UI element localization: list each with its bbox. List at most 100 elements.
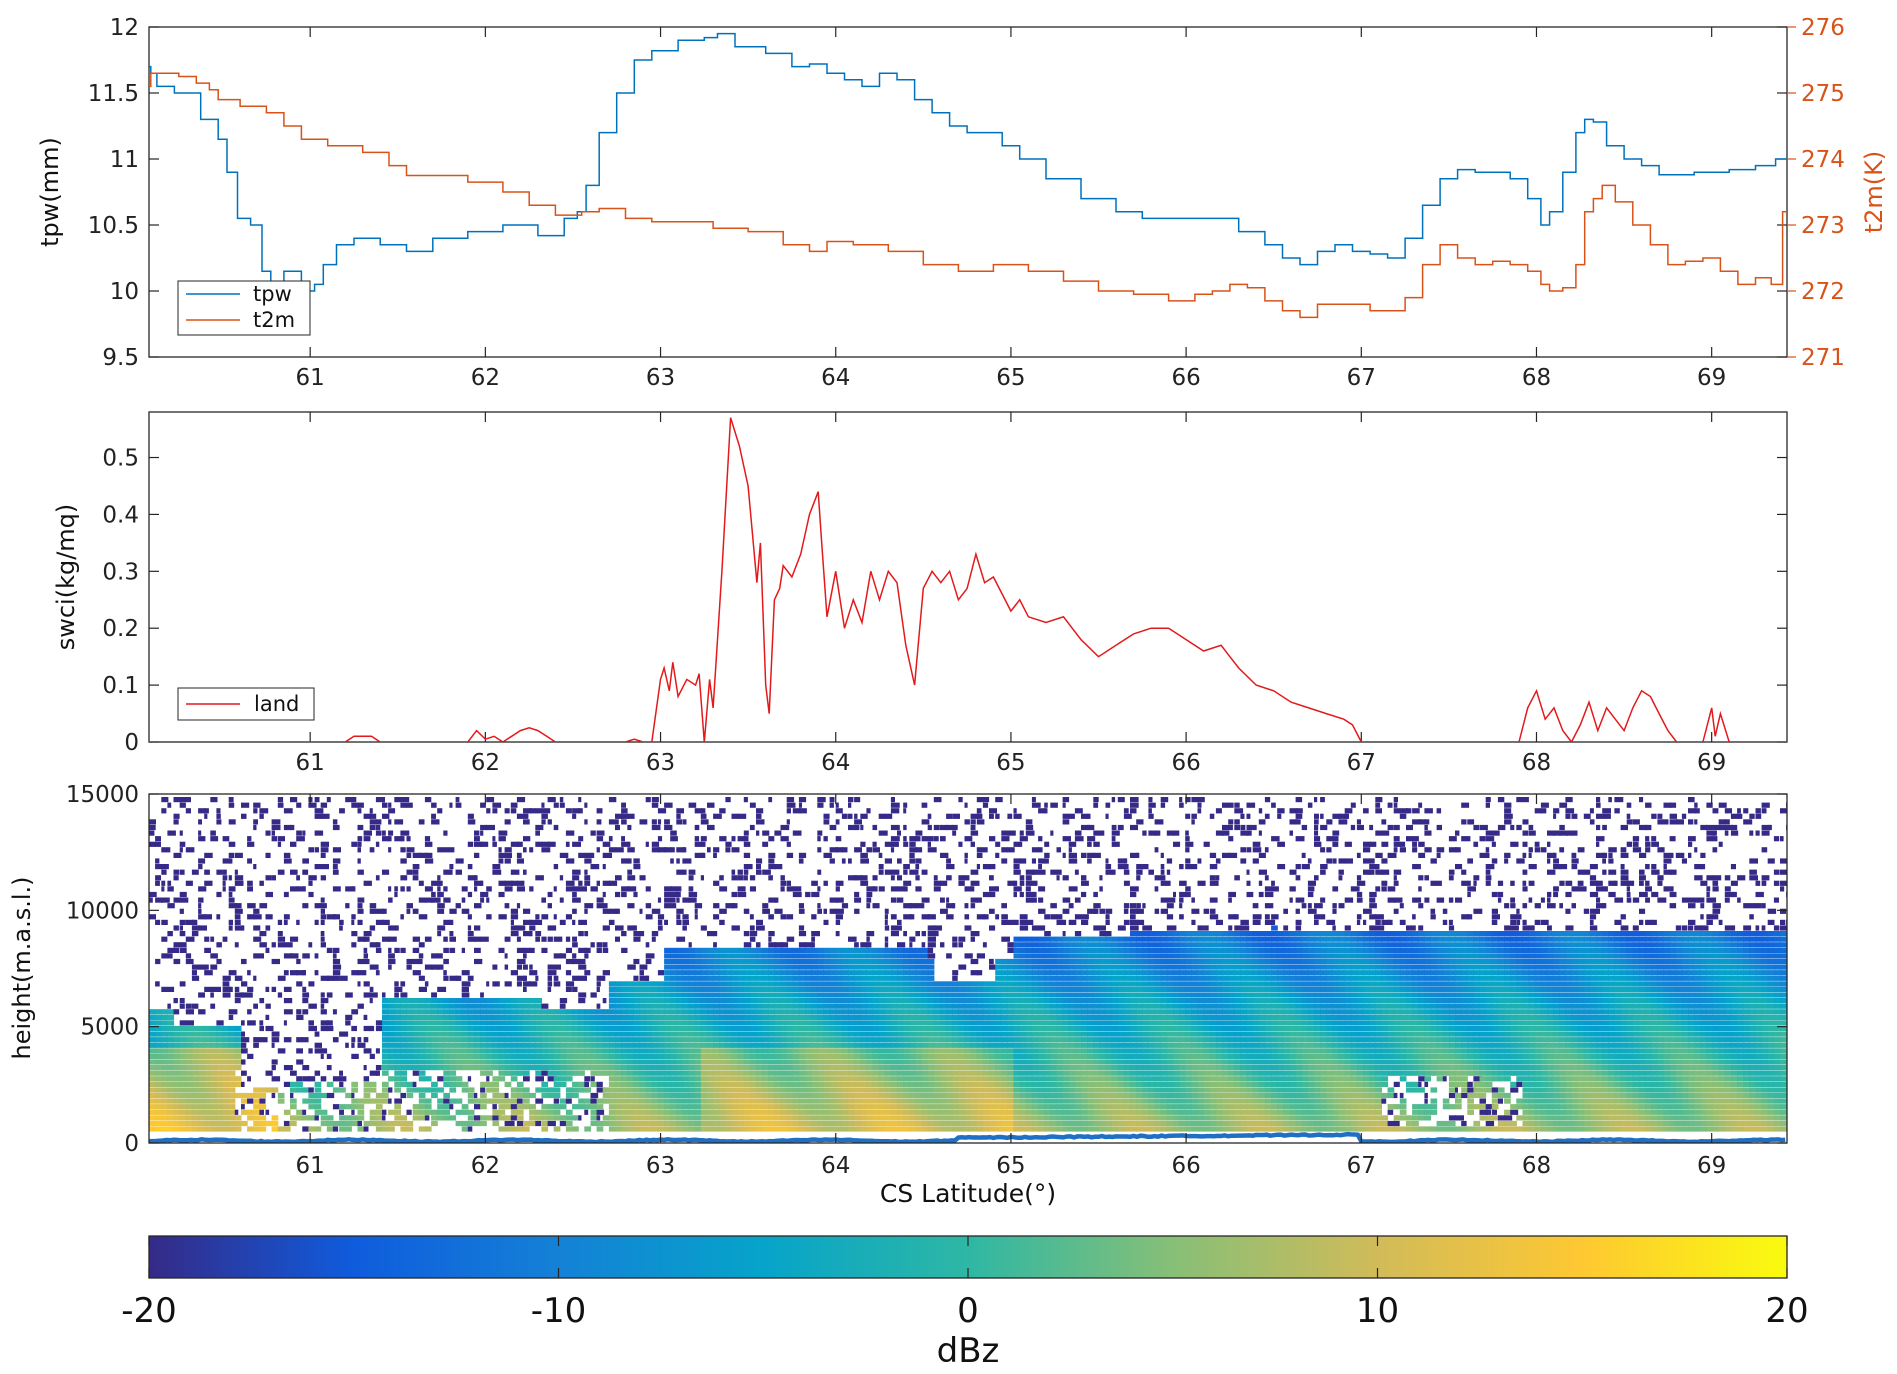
reflectivity-cell	[191, 1053, 199, 1059]
reflectivity-cell	[1264, 1081, 1272, 1087]
noise-cell	[449, 1104, 454, 1110]
reflectivity-cell	[1571, 1042, 1579, 1048]
reflectivity-cell	[964, 1104, 972, 1110]
reflectivity-cell	[1399, 1059, 1407, 1065]
reflectivity-cell	[167, 1065, 175, 1071]
reflectivity-cell	[1510, 1070, 1517, 1076]
reflectivity-cell	[756, 1020, 763, 1026]
reflectivity-cell	[670, 1042, 677, 1048]
y-tick-label-right: 273	[1801, 213, 1845, 239]
reflectivity-cell	[657, 1098, 665, 1104]
reflectivity-cell	[204, 1037, 211, 1043]
reflectivity-cell	[1271, 1037, 1278, 1043]
reflectivity-cell	[345, 1115, 352, 1121]
reflectivity-cell	[216, 1120, 224, 1127]
reflectivity-cell	[1424, 1037, 1432, 1043]
reflectivity-cell	[198, 1120, 205, 1127]
noise-cell	[363, 1037, 369, 1043]
reflectivity-cell	[848, 1070, 855, 1076]
reflectivity-cell	[805, 1104, 812, 1110]
reflectivity-cell	[1743, 1120, 1750, 1127]
reflectivity-cell	[523, 1059, 530, 1065]
reflectivity-cell	[1491, 1042, 1499, 1048]
reflectivity-cell	[1117, 1042, 1125, 1048]
noise-cell	[584, 1109, 589, 1115]
reflectivity-cell	[1461, 1087, 1468, 1093]
reflectivity-cell	[1737, 1109, 1744, 1115]
reflectivity-cell	[621, 1065, 628, 1071]
reflectivity-cell	[1356, 1081, 1364, 1087]
reflectivity-cell	[1522, 1081, 1530, 1087]
reflectivity-cell	[1706, 1048, 1714, 1054]
reflectivity-cell	[817, 1076, 824, 1082]
reflectivity-cell	[1338, 1053, 1346, 1059]
reflectivity-cell	[529, 1109, 536, 1115]
reflectivity-cell	[1632, 1070, 1640, 1076]
reflectivity-cell	[1099, 1120, 1107, 1127]
reflectivity-cell	[1773, 1042, 1781, 1048]
reflectivity-cell	[602, 1025, 610, 1032]
reflectivity-cell	[737, 1087, 745, 1093]
reflectivity-cell	[1019, 1109, 1027, 1115]
reflectivity-cell	[222, 1098, 230, 1104]
reflectivity-cell	[185, 1042, 193, 1048]
reflectivity-cell	[737, 1031, 745, 1037]
reflectivity-cell	[1632, 1092, 1640, 1099]
reflectivity-cell	[829, 1098, 837, 1104]
reflectivity-cell	[866, 1070, 874, 1076]
reflectivity-cell	[565, 1126, 573, 1132]
reflectivity-cell	[1326, 1065, 1333, 1071]
reflectivity-cell	[682, 1053, 690, 1059]
reflectivity-cell	[890, 1037, 898, 1043]
reflectivity-cell	[191, 1104, 199, 1110]
reflectivity-cell	[621, 1098, 628, 1104]
reflectivity-cell	[363, 1087, 371, 1093]
reflectivity-cell	[1105, 1020, 1113, 1026]
reflectivity-cell	[1651, 1115, 1658, 1121]
reflectivity-cell	[510, 1031, 518, 1037]
reflectivity-cell	[1234, 1031, 1241, 1037]
reflectivity-cell	[1669, 1098, 1677, 1104]
reflectivity-cell	[1123, 1109, 1131, 1115]
reflectivity-cell	[1038, 1065, 1045, 1071]
reflectivity-cell	[989, 1070, 996, 1076]
reflectivity-cell	[1540, 1048, 1548, 1054]
reflectivity-cell	[848, 1109, 855, 1115]
reflectivity-cell	[1252, 1115, 1260, 1121]
reflectivity-cell	[1338, 1042, 1346, 1048]
reflectivity-cell	[1559, 1120, 1566, 1127]
reflectivity-cell	[749, 1037, 757, 1043]
noise-cell	[308, 1020, 314, 1026]
reflectivity-cell	[884, 1104, 892, 1110]
reflectivity-cell	[1455, 1126, 1462, 1132]
reflectivity-cell	[1620, 1070, 1628, 1076]
reflectivity-cell	[516, 1126, 524, 1132]
reflectivity-cell	[173, 1025, 181, 1032]
noise-cell	[320, 1053, 324, 1059]
x-tick-label: 64	[821, 365, 850, 391]
reflectivity-cell	[523, 1120, 530, 1127]
reflectivity-cell	[841, 1115, 849, 1121]
reflectivity-cell	[1792, 1126, 1799, 1131]
reflectivity-cell	[627, 1037, 634, 1043]
reflectivity-cell	[492, 1087, 500, 1093]
reflectivity-cell	[1516, 1042, 1523, 1048]
reflectivity-cell	[884, 1037, 892, 1043]
reflectivity-cell	[835, 1104, 843, 1110]
reflectivity-cell	[682, 1070, 690, 1076]
y-tick-label-right: 271	[1801, 345, 1845, 371]
reflectivity-cell	[565, 1031, 573, 1037]
reflectivity-cell	[424, 1031, 432, 1037]
reflectivity-cell	[437, 1031, 444, 1037]
reflectivity-cell	[725, 1070, 733, 1076]
reflectivity-cell	[173, 1109, 181, 1115]
reflectivity-cell	[1534, 1031, 1542, 1037]
reflectivity-cell	[1688, 1053, 1695, 1059]
reflectivity-cell	[1614, 1042, 1622, 1048]
reflectivity-cell	[424, 1037, 432, 1043]
reflectivity-cell	[480, 1053, 487, 1059]
reflectivity-cell	[1338, 1081, 1346, 1087]
reflectivity-cell	[1283, 1109, 1290, 1115]
reflectivity-cell	[1277, 1076, 1284, 1082]
reflectivity-cell	[713, 1065, 720, 1071]
